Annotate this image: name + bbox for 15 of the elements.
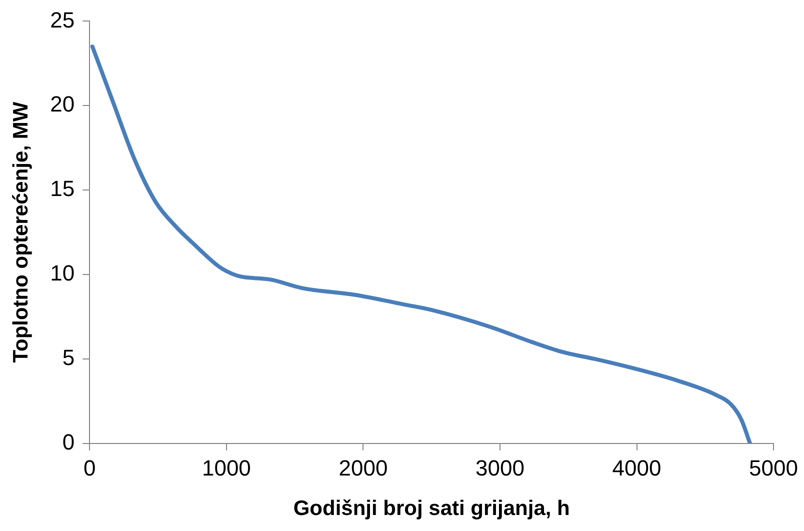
x-tick-label: 5000 [749, 456, 798, 481]
y-tick-label: 10 [50, 260, 75, 286]
y-tick-label: 25 [50, 7, 75, 32]
x-tick-label: 0 [84, 456, 96, 481]
x-tick-label: 2000 [338, 456, 388, 481]
line-series [90, 44, 752, 444]
x-tick-label: 1000 [202, 456, 251, 481]
y-tick-label: 15 [50, 176, 75, 202]
y-axis-title: Toplotno opterećenje, MW [9, 102, 32, 363]
x-axis-title: Godišnji broj sati grijanja, h [293, 497, 570, 520]
y-tick-label: 5 [62, 345, 75, 370]
x-tick-label: 4000 [612, 456, 662, 481]
y-tick-label: 20 [50, 92, 75, 117]
y-tick-label: 0 [62, 429, 75, 454]
x-tick-label: 3000 [476, 456, 524, 481]
